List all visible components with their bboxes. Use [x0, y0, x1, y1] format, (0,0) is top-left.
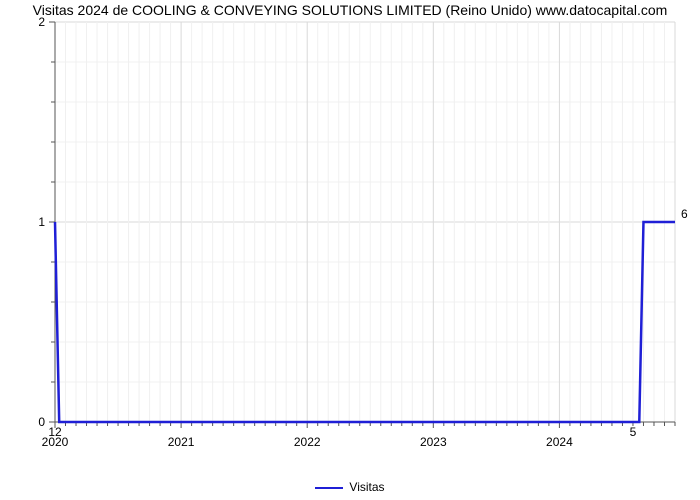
svg-text:5: 5 — [630, 425, 637, 439]
visits-line-chart: 012202020212022202320241256 — [0, 0, 700, 500]
svg-text:1: 1 — [38, 215, 45, 229]
legend-swatch — [315, 487, 343, 489]
svg-text:12: 12 — [48, 425, 62, 439]
chart-legend: Visitas — [0, 480, 700, 494]
svg-text:2024: 2024 — [546, 435, 573, 449]
svg-text:2023: 2023 — [420, 435, 447, 449]
svg-text:0: 0 — [38, 415, 45, 429]
svg-text:2: 2 — [38, 15, 45, 29]
svg-text:2021: 2021 — [168, 435, 195, 449]
svg-text:2022: 2022 — [294, 435, 321, 449]
legend-label: Visitas — [349, 480, 384, 494]
svg-text:6: 6 — [681, 207, 688, 221]
